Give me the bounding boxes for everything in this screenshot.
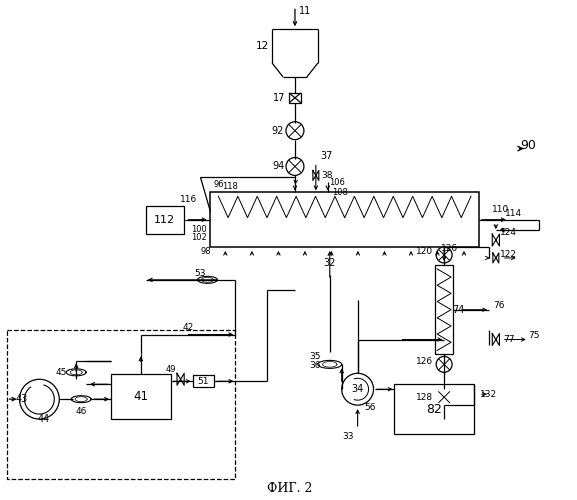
Text: 12: 12: [256, 41, 269, 51]
Circle shape: [342, 374, 373, 405]
Text: 112: 112: [154, 214, 175, 224]
Text: 96: 96: [213, 180, 224, 189]
Text: 45: 45: [55, 368, 67, 377]
Text: 49: 49: [166, 365, 176, 374]
Bar: [111, 374, 171, 419]
Text: 11: 11: [299, 6, 311, 16]
Circle shape: [436, 247, 452, 263]
Text: 38: 38: [321, 171, 332, 180]
Text: 124: 124: [500, 228, 517, 236]
Text: 118: 118: [222, 182, 238, 191]
Text: 77: 77: [503, 335, 515, 344]
Text: 110: 110: [492, 205, 509, 214]
Text: 75: 75: [528, 331, 539, 340]
Text: 44: 44: [38, 414, 50, 424]
Text: 17: 17: [273, 93, 285, 103]
Text: 116: 116: [180, 196, 197, 204]
Circle shape: [436, 389, 452, 405]
Text: 74: 74: [452, 304, 464, 314]
Bar: [289, 93, 301, 103]
Bar: [146, 206, 183, 234]
Text: 42: 42: [183, 323, 194, 332]
Circle shape: [286, 158, 304, 176]
Text: 126: 126: [415, 357, 433, 366]
Text: 90: 90: [520, 139, 537, 152]
Text: 76: 76: [493, 301, 504, 310]
Text: 102: 102: [190, 233, 207, 242]
Text: 43: 43: [16, 394, 28, 404]
Text: 33: 33: [342, 432, 354, 442]
Text: 37: 37: [321, 150, 333, 160]
Text: 51: 51: [198, 377, 209, 386]
Text: 128: 128: [415, 392, 433, 402]
Bar: [211, 192, 479, 247]
Text: 126: 126: [441, 244, 458, 252]
Text: 56: 56: [364, 402, 375, 411]
Text: 46: 46: [76, 406, 87, 416]
Text: 114: 114: [505, 209, 522, 218]
Text: 100: 100: [190, 225, 207, 234]
Text: 106: 106: [329, 178, 344, 187]
Text: 41: 41: [133, 390, 148, 402]
Text: ФИГ. 2: ФИГ. 2: [267, 482, 313, 495]
Text: 36: 36: [309, 361, 321, 370]
Text: 122: 122: [500, 250, 517, 260]
Text: 98: 98: [200, 248, 211, 256]
Bar: [193, 376, 215, 387]
Text: 132: 132: [480, 390, 497, 398]
Bar: [435, 265, 453, 354]
Bar: [6, 330, 235, 478]
Circle shape: [436, 356, 452, 372]
Text: 108: 108: [332, 188, 348, 197]
Bar: [395, 384, 474, 434]
Circle shape: [20, 380, 59, 419]
Text: 32: 32: [324, 258, 336, 268]
Circle shape: [286, 122, 304, 140]
Text: 92: 92: [272, 126, 284, 136]
Text: 82: 82: [426, 402, 442, 415]
Text: 53: 53: [195, 270, 206, 278]
Text: 34: 34: [351, 384, 364, 394]
Text: 35: 35: [309, 352, 321, 361]
Text: 94: 94: [272, 162, 284, 172]
Text: 120: 120: [415, 248, 433, 256]
